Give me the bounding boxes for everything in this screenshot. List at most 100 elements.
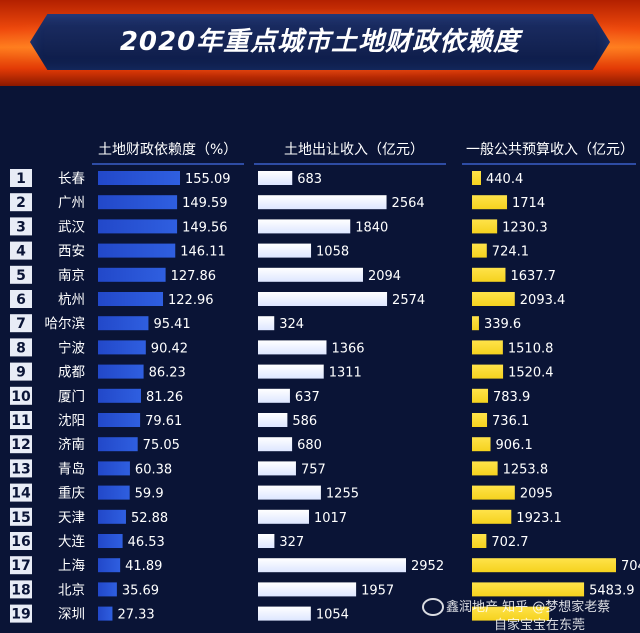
city-label: 南京 xyxy=(58,268,85,284)
data-label: 327 xyxy=(279,535,304,550)
bar-1 xyxy=(98,243,176,258)
rank-number: 16 xyxy=(11,534,30,550)
rank-box xyxy=(10,169,32,187)
rank-number: 12 xyxy=(11,437,30,453)
bar-3 xyxy=(472,606,550,621)
rank-number: 19 xyxy=(11,607,30,623)
data-label: 60.38 xyxy=(135,462,172,477)
data-label: 75.05 xyxy=(143,438,180,453)
rank-box xyxy=(10,556,32,575)
bar-3 xyxy=(472,558,616,573)
rank-number: 17 xyxy=(11,558,30,574)
data-label: 1840 xyxy=(355,220,388,235)
data-label: 2952 xyxy=(411,559,444,574)
bar-3 xyxy=(472,485,515,500)
data-label: 5483.9 xyxy=(589,583,635,598)
bar-1 xyxy=(98,582,117,597)
rank-number: 8 xyxy=(16,340,26,356)
title-banner: 2020年重点城市土地财政依赖度 xyxy=(0,0,640,86)
rank-box xyxy=(10,532,32,550)
watermark-line-1: 鑫润地产 知乎 @梦想家老蔡 xyxy=(446,600,611,615)
rank-box xyxy=(10,241,32,260)
watermark: 鑫润地产 知乎 @梦想家老蔡 自家宝宝在东莞 xyxy=(422,594,640,633)
city-label: 西安 xyxy=(58,244,85,260)
bar-1 xyxy=(98,606,113,621)
data-label: 122.96 xyxy=(168,293,214,308)
bar-1 xyxy=(98,388,141,403)
bar-1 xyxy=(98,534,123,548)
bar-3 xyxy=(472,316,479,331)
data-label: 736.1 xyxy=(492,414,529,429)
bar-2 xyxy=(258,316,275,331)
bar-2 xyxy=(258,364,324,379)
bar-1 xyxy=(98,340,146,355)
data-label: 2094 xyxy=(368,269,401,284)
data-label: 724.1 xyxy=(492,245,529,260)
bar-1 xyxy=(98,485,130,500)
bar-3 xyxy=(472,437,491,452)
data-label: 339.6 xyxy=(484,317,521,332)
city-label: 北京 xyxy=(58,582,85,598)
bar-2 xyxy=(258,437,293,452)
bar-1 xyxy=(98,461,130,476)
rank-box xyxy=(10,193,32,212)
bar-2 xyxy=(258,340,327,355)
city-label: 武汉 xyxy=(58,219,85,235)
data-label: 2574 xyxy=(392,293,425,308)
rank-number: 13 xyxy=(11,461,30,477)
bar-1 xyxy=(98,316,149,331)
bar-3 xyxy=(472,388,489,403)
bar-2 xyxy=(258,558,406,573)
rank-number: 2 xyxy=(16,195,26,211)
bar-2 xyxy=(258,485,321,500)
data-label: 86.23 xyxy=(149,366,186,381)
bar-3 xyxy=(472,534,487,548)
data-label: 149.56 xyxy=(182,220,228,235)
bar-2 xyxy=(258,171,293,185)
bar-3 xyxy=(472,195,508,210)
data-label: 1510.8 xyxy=(508,341,554,356)
data-label: 1255 xyxy=(326,487,359,502)
rank-number: 4 xyxy=(16,244,26,260)
bar-2 xyxy=(258,243,312,258)
data-label: 79.61 xyxy=(145,414,182,429)
column-header: 土地出让收入（亿元） xyxy=(284,142,424,158)
data-label: 680 xyxy=(297,438,322,453)
city-label: 长春 xyxy=(58,171,85,187)
bar-3 xyxy=(472,292,515,306)
data-label: 440.4 xyxy=(486,172,523,187)
data-label: 155.09 xyxy=(185,172,231,187)
rank-box xyxy=(10,386,32,405)
data-label: 1253.8 xyxy=(503,462,549,477)
bar-3 xyxy=(472,171,482,185)
bar-3 xyxy=(472,219,498,234)
city-label: 上海 xyxy=(58,558,85,574)
column-header: 一般公共预算收入（亿元） xyxy=(466,142,634,158)
data-label: 683 xyxy=(297,172,322,187)
data-label: 1058 xyxy=(316,245,349,260)
data-label: 146.11 xyxy=(180,245,226,260)
bar-2 xyxy=(258,606,311,621)
bar-1 xyxy=(98,219,178,234)
rank-number: 11 xyxy=(11,413,30,429)
data-label: 637 xyxy=(295,390,320,405)
bar-3 xyxy=(472,267,506,282)
city-label: 沈阳 xyxy=(58,413,85,429)
bar-3 xyxy=(472,582,585,597)
city-label: 厦门 xyxy=(58,389,85,405)
bar-2 xyxy=(258,534,275,548)
rank-number: 6 xyxy=(16,292,26,308)
rank-box xyxy=(10,265,32,284)
rank-box xyxy=(10,507,32,526)
data-label: 81.26 xyxy=(146,390,183,405)
data-label: 7046.3 xyxy=(621,559,640,574)
data-label: 90.42 xyxy=(151,341,188,356)
column-header: 土地财政依赖度（%） xyxy=(98,142,237,158)
rank-box xyxy=(10,580,32,599)
bar-2 xyxy=(258,413,288,427)
city-label: 宁波 xyxy=(58,339,85,356)
rank-box xyxy=(10,435,32,454)
rank-number: 3 xyxy=(16,219,26,235)
rank-box xyxy=(10,290,32,308)
bar-2 xyxy=(258,461,296,476)
